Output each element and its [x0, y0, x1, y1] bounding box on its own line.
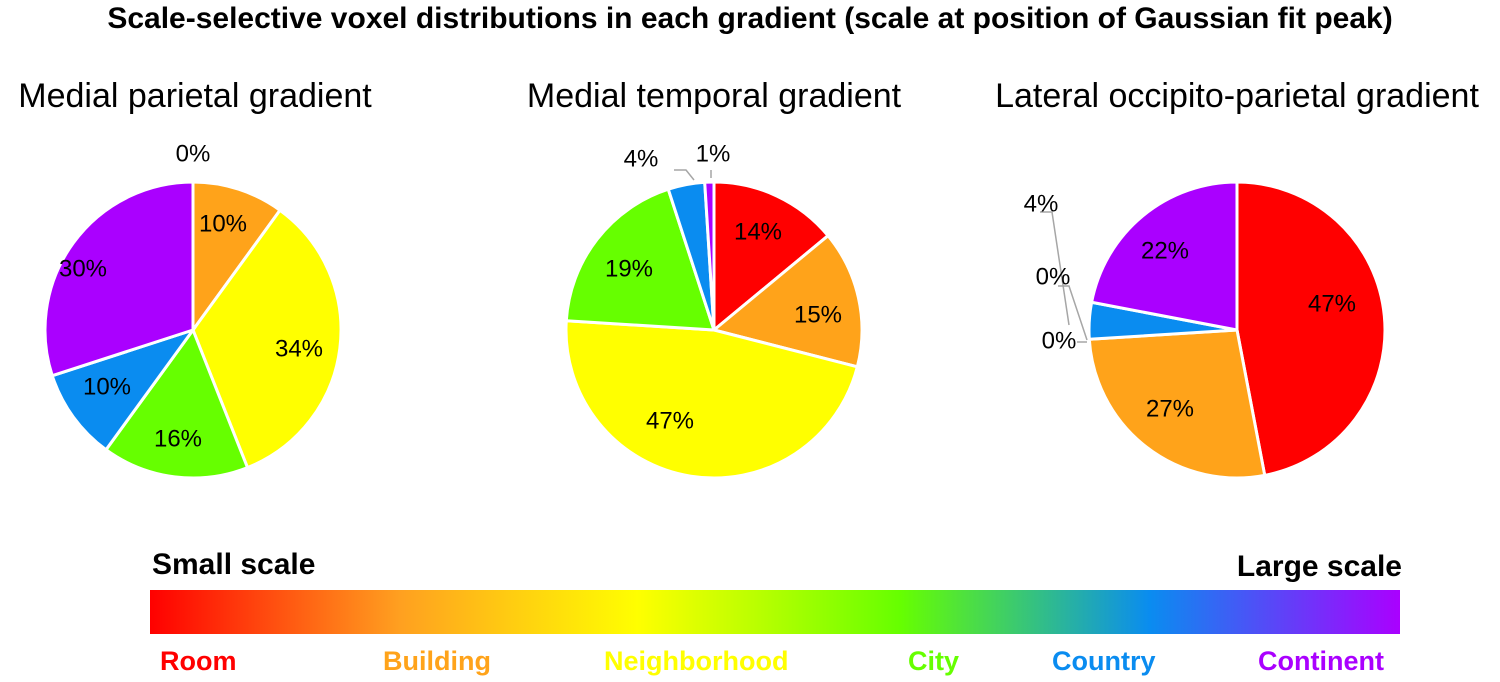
- category-room: Room: [160, 646, 237, 676]
- data-label-continent: 30%: [59, 255, 107, 282]
- pie-charts: Medial parietal gradient 0% 10% 34% 16% 10% 30…: [18, 77, 1479, 480]
- data-label-country: 10%: [83, 373, 131, 400]
- pie-chart-3: Lateral occipito-parietal gradient 47% 27%…: [995, 77, 1479, 480]
- leader-line: [674, 169, 695, 181]
- pie-slice-building: [191, 180, 283, 335]
- data-label-neighborhood: 47%: [646, 407, 694, 434]
- pie-slice-continent: [1089, 180, 1239, 332]
- leader-line: [1040, 211, 1070, 326]
- pie-chart-2: Medial temporal gradient 14% 15% 47% 19% 4% 1%: [527, 77, 902, 480]
- pie-slice-room: [1235, 180, 1387, 478]
- pie-slice-city: [103, 326, 250, 480]
- category-building: Building: [383, 646, 491, 676]
- data-label-continent: 1%: [696, 140, 731, 167]
- large-scale-label: Large scale: [1236, 550, 1402, 583]
- pie-slice-continent: [703, 180, 716, 331]
- pie-slice-city: [564, 187, 717, 332]
- data-label-building: 27%: [1146, 395, 1194, 422]
- small-scale-label: Small scale: [152, 548, 316, 581]
- data-label-city: 19%: [605, 255, 653, 282]
- data-label-country: 4%: [624, 145, 659, 172]
- data-label-continent: 22%: [1141, 237, 1189, 264]
- pie-slice-building: [710, 233, 864, 369]
- pie-chart-1: Medial parietal gradient 0% 10% 34% 16% 10% 30…: [18, 77, 372, 480]
- pie-slice-building: [1087, 328, 1267, 480]
- data-label-room: 14%: [734, 218, 782, 245]
- pie-slice-continent: [43, 180, 195, 378]
- data-label-country: 4%: [1024, 190, 1059, 217]
- category-neighborhood: Neighborhood: [604, 646, 789, 676]
- category-continent: Continent: [1258, 646, 1384, 676]
- data-label-neighborhood: 34%: [275, 335, 323, 362]
- pie-slice-neighborhood: [564, 319, 860, 480]
- data-label-neighborhood: 0%: [1042, 327, 1077, 354]
- data-label-city: 0%: [1036, 263, 1071, 290]
- scale-colorbar: [150, 590, 1400, 634]
- pie-slice-neighborhood: [191, 208, 343, 470]
- category-country: Country: [1052, 646, 1156, 676]
- data-label-room: 47%: [1308, 290, 1356, 317]
- data-label-city: 16%: [154, 425, 202, 452]
- data-label-room: 0%: [176, 140, 211, 167]
- pie-slice-country: [50, 327, 197, 452]
- pie-title: Lateral occipito-parietal gradient: [995, 77, 1479, 115]
- data-label-building: 15%: [794, 301, 842, 328]
- pie-slice-room: [712, 180, 831, 334]
- data-label-building: 10%: [199, 210, 247, 237]
- category-city: City: [908, 646, 960, 676]
- leader-line: [1058, 285, 1088, 341]
- pie-title: Medial temporal gradient: [527, 77, 902, 115]
- figure-title: Scale-selective voxel distributions in e…: [107, 2, 1393, 35]
- pie-title: Medial parietal gradient: [18, 77, 372, 115]
